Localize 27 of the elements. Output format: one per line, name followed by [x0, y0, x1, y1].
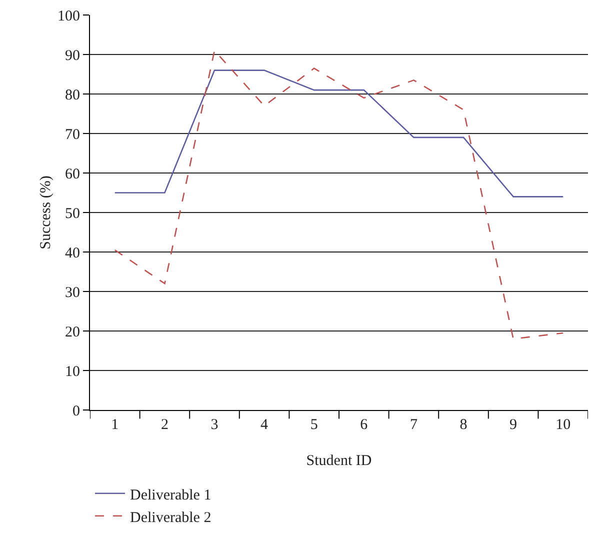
y-tick-label: 10	[65, 364, 80, 380]
x-tick-label: 3	[210, 417, 218, 433]
x-tick-label: 9	[510, 417, 518, 433]
y-tick-label: 40	[65, 245, 80, 262]
y-tick-label: 80	[65, 87, 80, 104]
x-tick-label: 1	[111, 417, 119, 433]
y-tick-label: 90	[65, 48, 80, 64]
x-tick-label: 8	[460, 417, 468, 433]
y-axis-title: Success (%)	[38, 176, 54, 250]
line-series	[114, 50, 564, 340]
y-tick-label: 100	[58, 8, 80, 24]
x-axis-title: Student ID	[306, 453, 372, 469]
y-tick-label: 30	[65, 284, 80, 301]
legend-label: Deliverable 1	[130, 487, 212, 504]
x-tick-label: 5	[310, 417, 318, 433]
y-tick-label: 70	[65, 126, 80, 143]
x-tick-label: 10	[556, 417, 571, 433]
x-tick-label: 4	[260, 417, 269, 433]
legend-label: Deliverable 2	[130, 510, 212, 526]
x-tick-label: 7	[410, 417, 418, 433]
x-tick-label: 2	[160, 417, 168, 433]
y-tick-label: 60	[65, 166, 80, 182]
line-series	[114, 70, 564, 198]
y-tick-label: 20	[65, 324, 80, 340]
x-tick-label: 6	[360, 417, 368, 433]
y-tick-label: 0	[72, 403, 80, 420]
y-tick-label: 50	[65, 206, 80, 222]
